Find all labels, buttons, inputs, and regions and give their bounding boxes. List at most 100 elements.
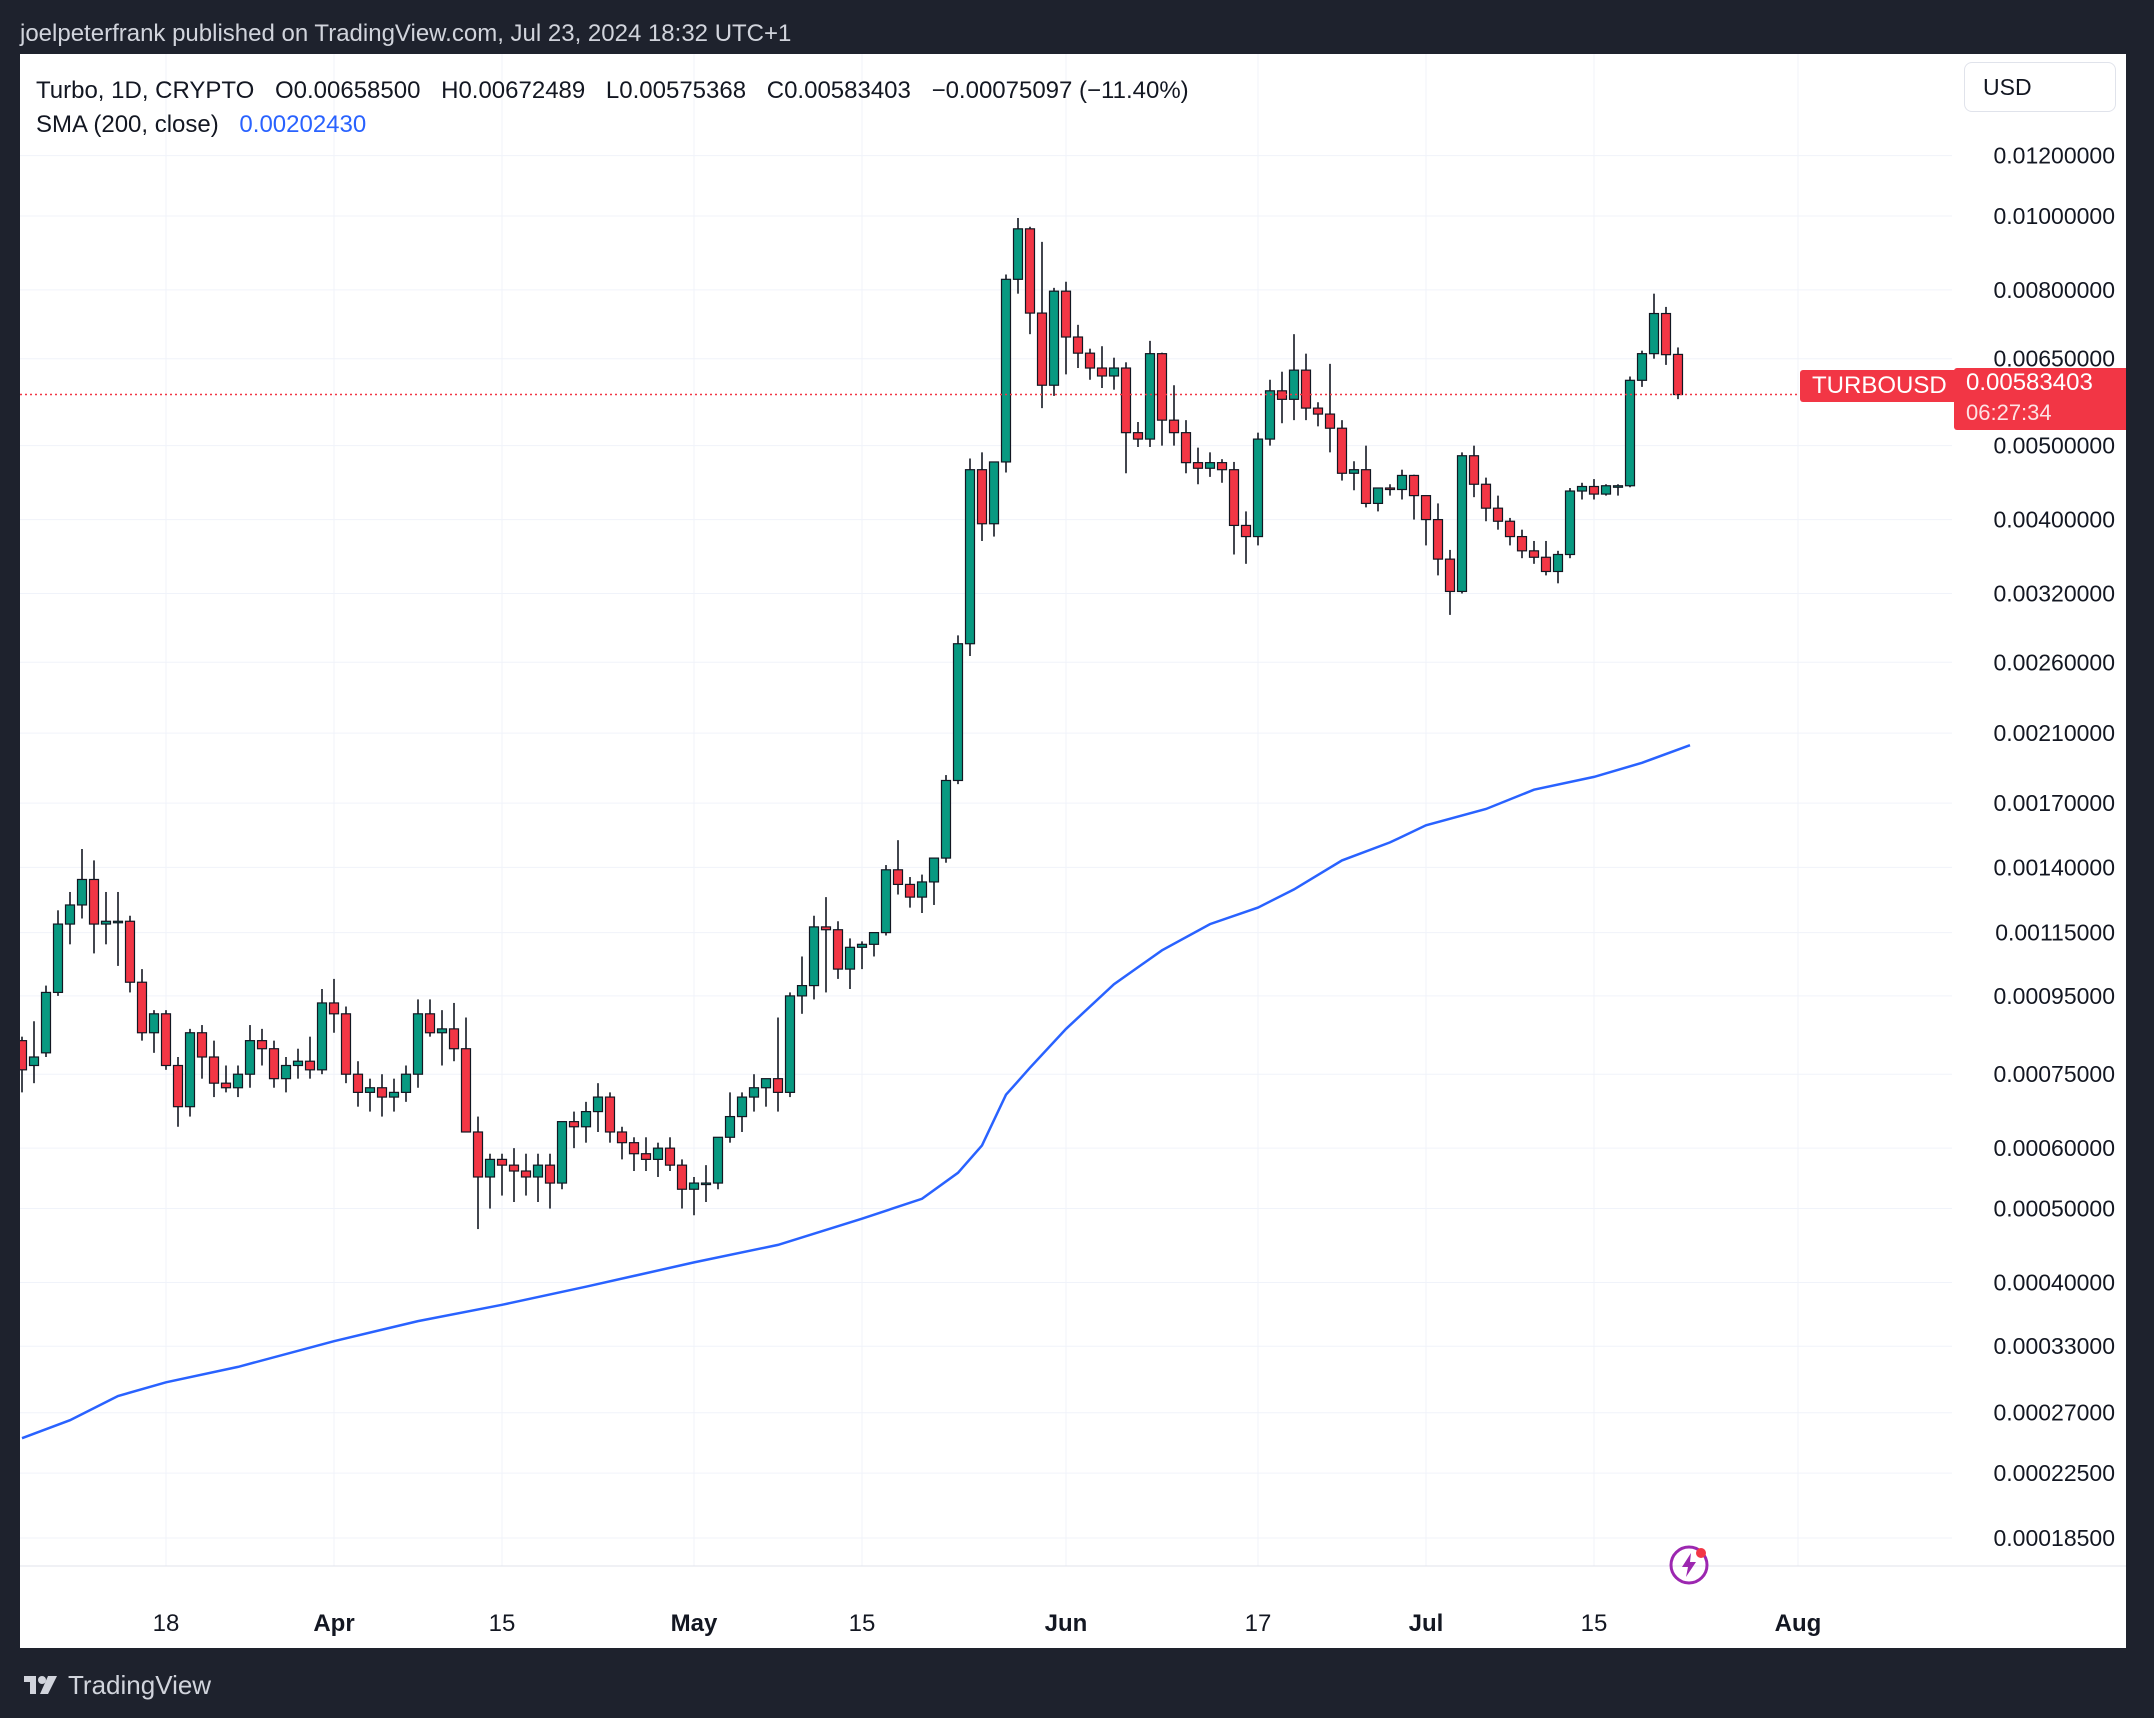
candle-body xyxy=(1000,278,1012,463)
candle xyxy=(448,1002,460,1062)
candle xyxy=(640,1137,652,1172)
candle xyxy=(1216,459,1228,483)
candle xyxy=(664,1137,676,1172)
candle xyxy=(1360,445,1372,508)
candle-body xyxy=(604,1096,616,1133)
candle-body xyxy=(460,1048,472,1133)
candle-body xyxy=(664,1147,676,1166)
candle-body xyxy=(208,1056,220,1084)
sma-line xyxy=(21,744,1691,1440)
candle-body xyxy=(40,991,52,1054)
candle xyxy=(520,1153,532,1196)
candle-body xyxy=(712,1136,724,1184)
candle xyxy=(196,1025,208,1079)
candle-body xyxy=(748,1087,760,1098)
candle-body xyxy=(1096,367,1108,377)
grid-lines xyxy=(20,54,1952,1566)
candle xyxy=(1480,477,1492,522)
change-value: −0.00075097 (−11.40%) xyxy=(931,77,1189,104)
candle xyxy=(1396,469,1408,500)
candle-body xyxy=(1348,469,1360,474)
candle xyxy=(712,1136,724,1190)
candle-body xyxy=(388,1091,400,1098)
y-tick-label: 0.00115000 xyxy=(1995,920,2115,946)
y-tick-label: 0.00075000 xyxy=(1993,1061,2115,1087)
candle xyxy=(1252,432,1264,546)
candle-body xyxy=(244,1040,256,1075)
candle-body xyxy=(376,1087,388,1098)
candle-body xyxy=(1228,469,1240,527)
candle xyxy=(304,1036,316,1079)
candle xyxy=(400,1065,412,1102)
candle xyxy=(1228,461,1240,555)
price-axis[interactable]: 0.00018500 0.00022500 0.00027000 0.00033000… xyxy=(1993,143,2115,1551)
candle xyxy=(1240,511,1252,564)
candle-body xyxy=(520,1170,532,1178)
candle-body xyxy=(688,1182,700,1190)
candle xyxy=(100,891,112,945)
candle-body xyxy=(544,1164,556,1184)
currency-button[interactable]: USD xyxy=(1964,62,2116,112)
lightning-icon[interactable] xyxy=(1668,1544,1710,1586)
candle xyxy=(1660,306,1672,365)
candle xyxy=(940,775,952,863)
candle-body xyxy=(568,1121,580,1128)
candle-body xyxy=(916,881,928,898)
candles xyxy=(20,217,1684,1230)
candle-body xyxy=(1324,413,1336,429)
candle-body xyxy=(784,995,796,1093)
candle-body xyxy=(1144,353,1156,440)
candle xyxy=(1288,334,1300,421)
candle-body xyxy=(340,1013,352,1075)
candle xyxy=(1012,217,1024,294)
open-value: O0.00658500 xyxy=(274,77,421,104)
candle-body xyxy=(52,923,64,994)
candle-body xyxy=(1432,518,1444,560)
y-tick-label: 0.01000000 xyxy=(1993,203,2115,229)
x-tick-label: May xyxy=(671,1610,718,1637)
candle-body xyxy=(496,1158,508,1166)
candle-body xyxy=(1264,390,1276,440)
candle xyxy=(424,999,436,1037)
time-axis[interactable]: 18 Apr 15 May 15 Jun 17 Jul 15 Aug xyxy=(20,1565,2126,1637)
candle xyxy=(1336,420,1348,481)
candle-body xyxy=(556,1121,568,1184)
candle-body xyxy=(304,1060,316,1071)
symbol-label[interactable]: Turbo, 1D, CRYPTO xyxy=(36,77,255,104)
candle xyxy=(808,915,820,1000)
candle xyxy=(292,1048,304,1079)
sma-label[interactable]: SMA (200, close) xyxy=(36,111,219,138)
chart-card: 0.00018500 0.00022500 0.00027000 0.00033000… xyxy=(20,54,2126,1648)
candle xyxy=(736,1092,748,1132)
close-value: C0.00583403 xyxy=(766,77,911,104)
y-tick-label: 0.00018500 xyxy=(1993,1525,2115,1551)
candle xyxy=(208,1040,220,1098)
candle xyxy=(1000,274,1012,473)
candle-body xyxy=(1552,553,1564,573)
symbol-tag: TURBOUSD xyxy=(1800,370,1959,402)
candle xyxy=(1384,484,1396,496)
candle-body xyxy=(28,1056,40,1067)
candle-body xyxy=(1384,487,1396,491)
candle-body xyxy=(976,469,988,525)
candle-body xyxy=(280,1064,292,1080)
candle xyxy=(1084,348,1096,380)
candle xyxy=(688,1176,700,1216)
candle-body xyxy=(1216,462,1228,471)
x-tick-label: 17 xyxy=(1245,1610,1272,1637)
candle xyxy=(1492,495,1504,530)
tradingview-brand[interactable]: TradingView xyxy=(24,1668,211,1702)
candle xyxy=(604,1092,616,1143)
candle-body xyxy=(1048,290,1060,386)
candle-body xyxy=(1192,462,1204,469)
candle-body xyxy=(220,1082,232,1089)
candle xyxy=(1504,517,1516,546)
candle-body xyxy=(412,1013,424,1075)
candlestick-chart[interactable]: 0.00018500 0.00022500 0.00027000 0.00033000… xyxy=(20,54,2126,1648)
candle-body xyxy=(1636,353,1648,381)
candle-body xyxy=(1492,507,1504,522)
candle-body xyxy=(796,984,808,997)
candle xyxy=(1372,487,1384,512)
candle-body xyxy=(400,1073,412,1093)
x-tick-label: Apr xyxy=(313,1610,354,1637)
